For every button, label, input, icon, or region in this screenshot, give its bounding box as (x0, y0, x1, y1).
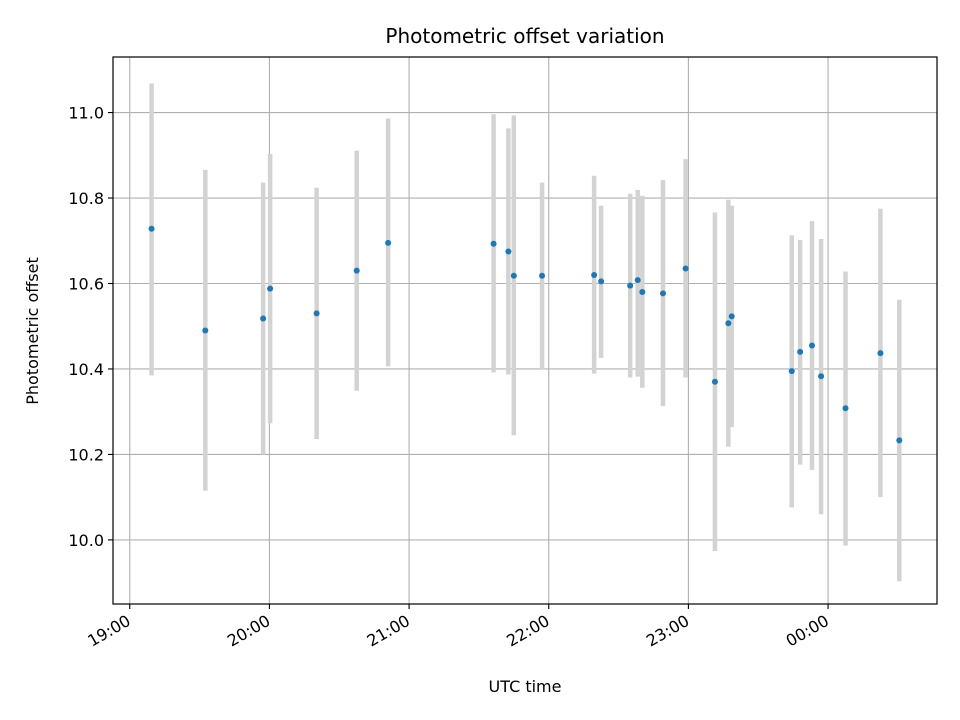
data-point (634, 277, 641, 284)
data-point (659, 290, 666, 297)
data-point (267, 285, 274, 292)
y-tick-label: 11.0 (68, 104, 104, 123)
data-point (148, 225, 155, 232)
data-point (505, 248, 512, 255)
data-point (353, 267, 360, 274)
data-point (639, 289, 646, 296)
data-point (797, 348, 804, 355)
y-axis-label: Photometric offset (23, 257, 42, 405)
data-point (490, 240, 497, 247)
y-tick-label: 10.2 (68, 445, 104, 464)
data-point (260, 315, 267, 322)
data-point (202, 327, 209, 334)
data-point (818, 373, 825, 380)
data-point (313, 310, 320, 317)
y-tick-label: 10.0 (68, 531, 104, 550)
data-point (877, 350, 884, 357)
data-point (725, 320, 732, 327)
data-point (598, 278, 605, 285)
data-point (682, 265, 689, 272)
data-point (627, 282, 634, 289)
y-tick-label: 10.6 (68, 274, 104, 293)
y-tick-label: 10.4 (68, 360, 104, 379)
y-tick-label: 10.8 (68, 189, 104, 208)
data-point (385, 239, 392, 246)
data-point (728, 313, 735, 320)
data-point (896, 437, 903, 444)
y-axis-ticks: 10.0 10.2 10.4 10.6 10.8 11.0 (68, 104, 113, 550)
data-point (842, 405, 849, 412)
x-axis-label: UTC time (489, 677, 562, 696)
data-points (148, 225, 903, 444)
data-point (510, 272, 517, 279)
plot-frame (112, 56, 938, 605)
data-point (788, 368, 795, 375)
data-point (809, 342, 816, 349)
chart-title: Photometric offset variation (385, 24, 664, 48)
data-point (591, 271, 598, 278)
data-point (711, 378, 718, 385)
data-point (539, 272, 546, 279)
